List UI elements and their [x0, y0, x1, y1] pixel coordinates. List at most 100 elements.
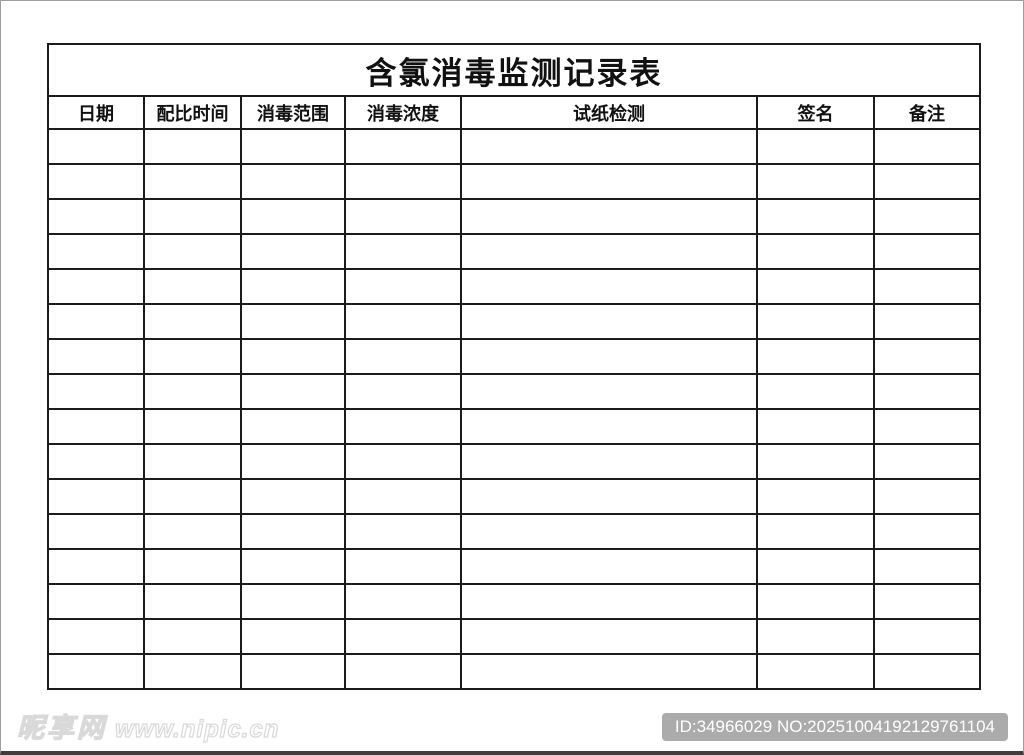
empty-cell	[47, 513, 145, 550]
empty-cell	[240, 303, 346, 340]
empty-cell	[240, 408, 346, 445]
empty-cell	[344, 338, 462, 375]
empty-cell	[143, 653, 242, 690]
empty-cell	[47, 443, 145, 480]
empty-cell	[143, 443, 242, 480]
empty-cell	[240, 128, 346, 165]
empty-cell	[344, 548, 462, 585]
empty-cell	[47, 233, 145, 270]
table-row	[47, 373, 982, 410]
empty-cell	[872, 163, 982, 200]
empty-cell	[143, 548, 242, 585]
empty-cell	[756, 268, 875, 305]
empty-cell	[240, 513, 346, 550]
empty-cell	[240, 338, 346, 375]
table-row	[47, 478, 982, 515]
empty-cell	[143, 268, 242, 305]
empty-cell	[47, 338, 145, 375]
empty-cell	[872, 128, 982, 165]
column-header-test-strip-check: 试纸检测	[460, 95, 758, 130]
empty-cell	[460, 583, 758, 620]
empty-cell	[240, 163, 346, 200]
empty-cell	[240, 268, 346, 305]
empty-cell	[460, 303, 758, 340]
empty-cell	[872, 583, 982, 620]
table-row	[47, 548, 982, 585]
empty-cell	[47, 268, 145, 305]
empty-cell	[240, 653, 346, 690]
empty-cell	[872, 198, 982, 235]
empty-cell	[756, 233, 875, 270]
empty-cell	[756, 548, 875, 585]
empty-cell	[756, 163, 875, 200]
empty-cell	[240, 443, 346, 480]
empty-cell	[460, 198, 758, 235]
empty-cell	[143, 338, 242, 375]
empty-cell	[460, 163, 758, 200]
table-row	[47, 233, 982, 270]
empty-cell	[143, 198, 242, 235]
empty-cell	[756, 478, 875, 515]
empty-cell	[47, 408, 145, 445]
empty-cell	[872, 338, 982, 375]
empty-cell	[872, 548, 982, 585]
empty-cell	[47, 478, 145, 515]
empty-cell	[460, 478, 758, 515]
empty-cell	[872, 513, 982, 550]
empty-cell	[460, 128, 758, 165]
empty-cell	[872, 653, 982, 690]
empty-cell	[344, 373, 462, 410]
empty-cell	[756, 128, 875, 165]
empty-cell	[460, 618, 758, 655]
disinfection-record-table: 含氯消毒监测记录表 日期 配比时间 消毒范围 消毒浓度 试纸检测 签名 备注	[46, 43, 982, 690]
empty-cell	[756, 443, 875, 480]
table-row	[47, 303, 982, 340]
empty-cell	[756, 408, 875, 445]
column-header-remarks: 备注	[872, 95, 982, 130]
empty-cell	[240, 478, 346, 515]
empty-cell	[143, 478, 242, 515]
empty-cell	[143, 163, 242, 200]
empty-cell	[344, 443, 462, 480]
table-row	[47, 268, 982, 305]
empty-cell	[756, 618, 875, 655]
column-header-mixing-time: 配比时间	[143, 95, 242, 130]
empty-cell	[756, 303, 875, 340]
empty-cell	[756, 583, 875, 620]
empty-cell	[872, 303, 982, 340]
empty-cell	[47, 163, 145, 200]
empty-cell	[872, 373, 982, 410]
empty-cell	[344, 408, 462, 445]
empty-cell	[143, 583, 242, 620]
column-header-disinfection-concentration: 消毒浓度	[344, 95, 462, 130]
empty-cell	[143, 233, 242, 270]
empty-cell	[344, 303, 462, 340]
empty-cell	[47, 618, 145, 655]
empty-cell	[240, 233, 346, 270]
empty-cell	[344, 478, 462, 515]
table-row	[47, 338, 982, 375]
empty-cell	[344, 583, 462, 620]
empty-cell	[47, 373, 145, 410]
empty-cell	[143, 373, 242, 410]
table-row	[47, 618, 982, 655]
table-row	[47, 513, 982, 550]
empty-cell	[872, 618, 982, 655]
empty-cell	[344, 233, 462, 270]
empty-cell	[143, 408, 242, 445]
empty-cell	[47, 303, 145, 340]
empty-cell	[344, 268, 462, 305]
empty-cell	[460, 373, 758, 410]
empty-cell	[344, 198, 462, 235]
empty-cell	[872, 408, 982, 445]
empty-cell	[460, 548, 758, 585]
empty-cell	[240, 373, 346, 410]
table-row	[47, 163, 982, 200]
watermark-site-logo: 昵享网	[16, 712, 107, 743]
empty-cell	[756, 653, 875, 690]
empty-cell	[756, 338, 875, 375]
table-header-row: 日期 配比时间 消毒范围 消毒浓度 试纸检测 签名 备注	[47, 95, 982, 130]
column-header-disinfection-range: 消毒范围	[240, 95, 346, 130]
empty-cell	[460, 338, 758, 375]
table-title: 含氯消毒监测记录表	[46, 43, 982, 97]
